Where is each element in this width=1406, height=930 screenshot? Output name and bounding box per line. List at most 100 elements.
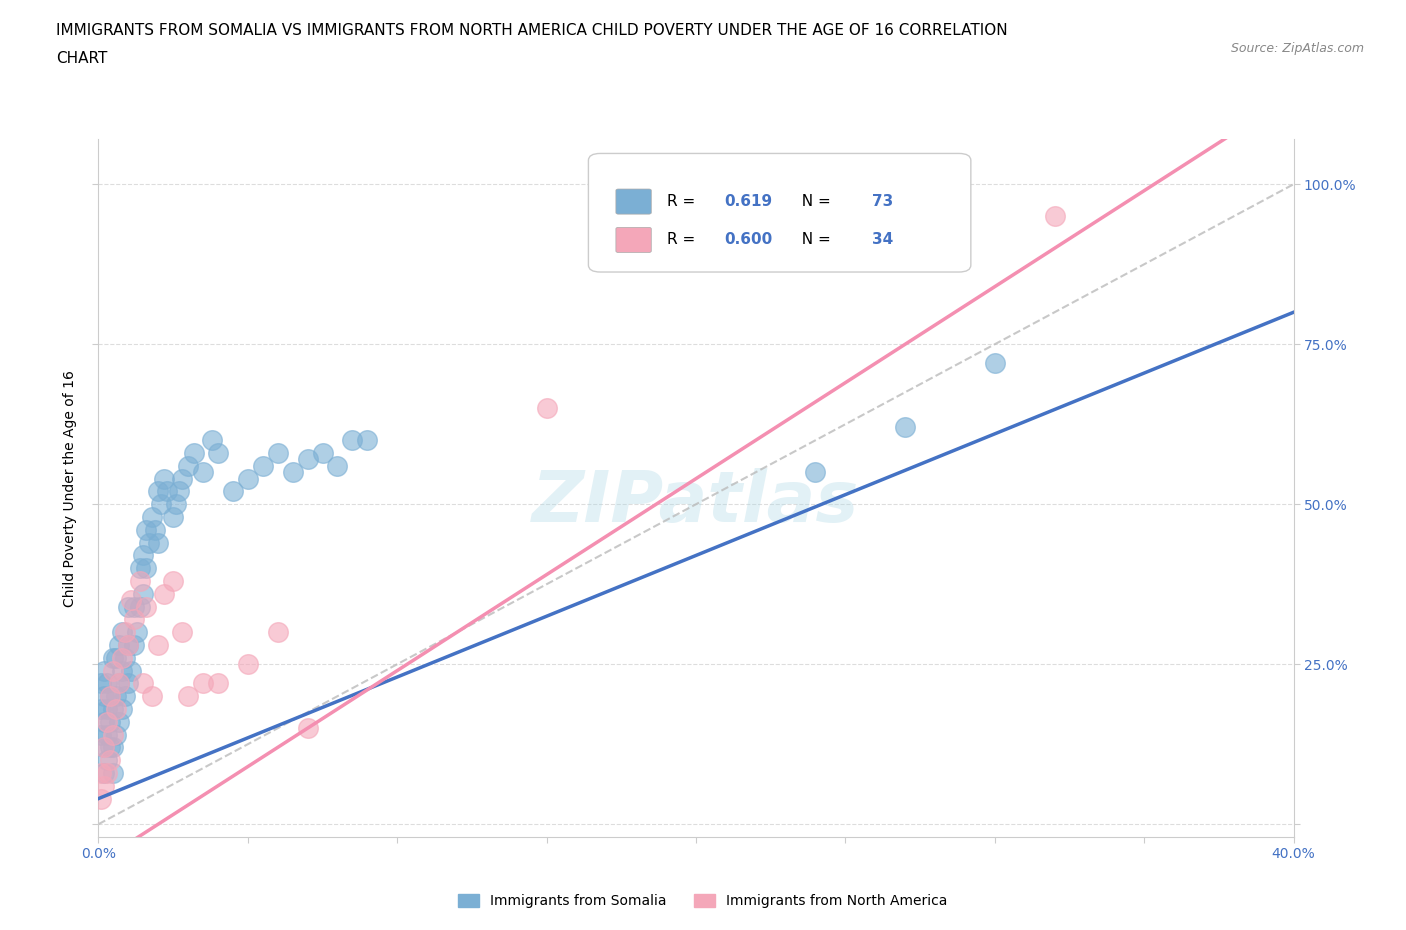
Point (129, 561, 152, 576)
Point (90, 765, 112, 780)
Point (207, 445, 229, 460)
Point (114, 689, 136, 704)
Point (162, 510, 184, 525)
Point (297, 452, 319, 467)
Point (236, 657, 259, 671)
Point (177, 689, 200, 704)
Point (105, 727, 128, 742)
Point (191, 676, 214, 691)
Point (105, 650, 128, 665)
Point (100, 689, 122, 704)
Point (167, 484, 190, 498)
Point (177, 458, 200, 473)
Point (93, 714, 115, 729)
Point (100, 752, 122, 767)
Point (150, 497, 173, 512)
Point (103, 701, 125, 716)
Point (96, 765, 118, 780)
Point (124, 612, 146, 627)
Text: N =: N = (793, 232, 837, 247)
Point (252, 458, 274, 473)
Point (267, 625, 290, 640)
Text: 34: 34 (872, 232, 894, 247)
Text: R =: R = (666, 232, 700, 247)
Point (96, 752, 118, 767)
Point (311, 445, 333, 460)
Point (90, 727, 112, 742)
Point (894, 420, 917, 435)
Point (984, 356, 1007, 371)
Text: IMMIGRANTS FROM SOMALIA VS IMMIGRANTS FROM NORTH AMERICA CHILD POVERTY UNDER THE: IMMIGRANTS FROM SOMALIA VS IMMIGRANTS FR… (56, 23, 1008, 38)
Point (1043, 209, 1066, 224)
Point (103, 727, 125, 742)
Point (129, 574, 152, 589)
FancyBboxPatch shape (588, 153, 970, 272)
Point (100, 689, 122, 704)
Point (148, 484, 170, 498)
Point (201, 432, 224, 447)
Point (924, 209, 946, 224)
Point (207, 676, 229, 691)
Point (141, 510, 163, 525)
Point (153, 587, 176, 602)
Point (108, 714, 131, 729)
Point (108, 676, 131, 691)
Point (536, 401, 558, 416)
Point (117, 638, 139, 653)
Point (90, 791, 112, 806)
Point (165, 497, 187, 512)
Text: Source: ZipAtlas.com: Source: ZipAtlas.com (1230, 42, 1364, 55)
Point (135, 599, 157, 614)
Point (222, 484, 245, 498)
Point (356, 432, 378, 447)
Point (108, 676, 131, 691)
Text: ZIPatlas: ZIPatlas (533, 468, 859, 537)
Point (129, 599, 152, 614)
Point (111, 650, 134, 665)
Point (162, 574, 184, 589)
Point (804, 465, 827, 480)
FancyBboxPatch shape (616, 228, 651, 253)
Point (172, 472, 194, 486)
Point (90, 701, 112, 716)
Point (96, 727, 118, 742)
Point (172, 625, 194, 640)
Point (111, 701, 134, 716)
Point (148, 535, 170, 550)
Point (108, 638, 131, 653)
Point (143, 523, 166, 538)
Point (103, 650, 125, 665)
Point (114, 650, 136, 665)
Text: 0.600: 0.600 (724, 232, 772, 247)
Point (93, 778, 115, 793)
Point (117, 638, 139, 653)
Point (135, 561, 157, 576)
Text: 0.619: 0.619 (724, 194, 772, 209)
Point (183, 445, 205, 460)
Point (141, 689, 163, 704)
Point (135, 523, 157, 538)
Point (103, 765, 125, 780)
Point (111, 663, 134, 678)
Point (93, 765, 115, 780)
Point (96, 701, 118, 716)
Point (124, 599, 146, 614)
Point (103, 663, 125, 678)
Text: N =: N = (793, 194, 837, 209)
Text: CHART: CHART (56, 51, 108, 66)
Point (96, 676, 118, 691)
Point (117, 676, 139, 691)
Point (111, 625, 134, 640)
Point (120, 663, 142, 678)
Point (93, 689, 115, 704)
Point (120, 592, 142, 607)
Point (281, 465, 304, 480)
Point (93, 663, 115, 678)
Point (326, 458, 349, 473)
Point (93, 740, 115, 755)
Point (105, 701, 128, 716)
Point (100, 714, 122, 729)
Text: R =: R = (666, 194, 700, 209)
Point (191, 465, 214, 480)
Point (153, 472, 176, 486)
